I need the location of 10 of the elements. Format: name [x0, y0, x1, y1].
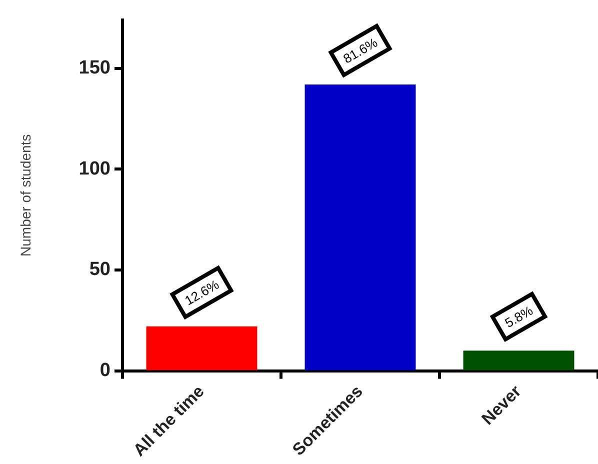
y-tick-label: 100	[78, 158, 110, 180]
y-tick-label: 150	[78, 58, 110, 79]
bar	[146, 326, 258, 370]
annotation: 5.8%	[502, 302, 536, 331]
bar	[463, 350, 574, 370]
bar	[304, 84, 416, 370]
y-tick-label: 50	[89, 259, 110, 280]
y-axis-title: Number of students	[17, 134, 34, 256]
x-tick-label: All the time	[130, 382, 208, 460]
y-tick-label: 0	[100, 360, 110, 382]
